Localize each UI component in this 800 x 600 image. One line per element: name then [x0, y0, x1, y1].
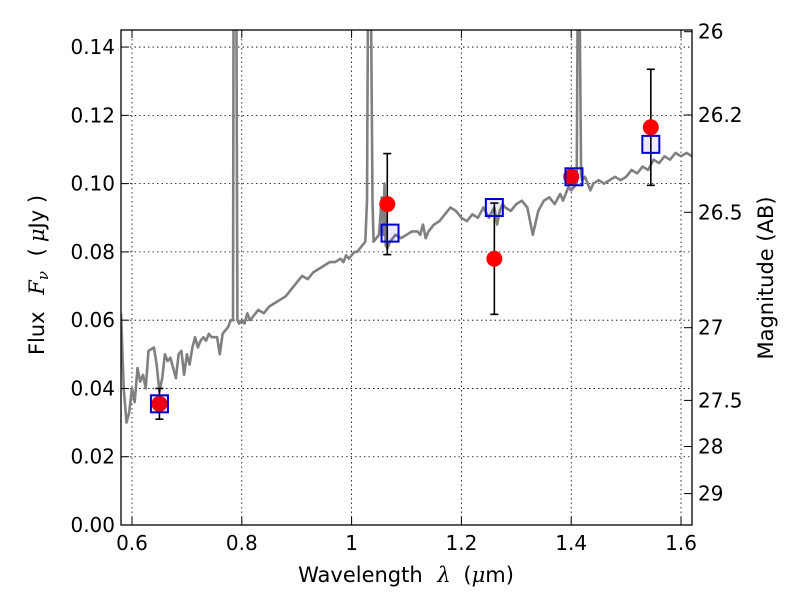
y2-tick-label: 28: [698, 434, 723, 458]
y-axis-label-unit: Jy ): [25, 195, 49, 231]
x-tick-label: 1: [345, 531, 358, 555]
y-axis-label-open: (: [25, 248, 49, 256]
model-point: [564, 167, 584, 187]
y2-tick-label: 29: [698, 482, 723, 506]
observed-point: [486, 250, 503, 267]
plot-series: [121, 30, 692, 424]
y2-tick-label: 26: [698, 20, 723, 44]
observed-point: [563, 168, 580, 185]
x-tick-label: 1.6: [665, 531, 697, 555]
y-tick-label: 0.00: [70, 513, 115, 537]
y2-tick-label: 26.5: [698, 200, 743, 224]
y-tick-label: 0.02: [70, 445, 115, 469]
y-axis-label-prefix: Flux: [25, 311, 49, 355]
spectrum-line: [121, 30, 692, 424]
observed-point: [151, 395, 168, 412]
x-axis-label-unit: m): [485, 563, 514, 587]
x-tick-label: 0.8: [226, 531, 258, 555]
x-axis-label-open: (: [463, 563, 471, 587]
observed-point: [379, 196, 396, 213]
x-tick-label: 0.6: [116, 531, 148, 555]
y-axis-label-sub: ν: [34, 271, 52, 280]
y-tick-label: 0.14: [70, 35, 115, 59]
y-tick-label: 0.04: [70, 376, 115, 400]
y-axis-label-mu: μ: [25, 228, 49, 242]
x-axis-label-symbol: λ: [436, 563, 450, 587]
x-tick-label: 1.4: [555, 531, 587, 555]
y-axis-label-symbol: F: [25, 279, 49, 296]
y2-tick-label: 27: [698, 316, 723, 340]
axis-ticks: 0.6 0.8 1 1.2 1.4 1.6 0.00 0.02 0.04 0.06 0.08 0.10…: [70, 20, 742, 555]
observed-point: [642, 119, 659, 136]
y-tick-label: 0.08: [70, 240, 115, 264]
grid: [121, 30, 692, 525]
model-point: [641, 134, 661, 154]
y-axis-label: Flux Fν ( μJy ): [25, 195, 53, 355]
model-point: [380, 223, 400, 243]
y-tick-label: 0.12: [70, 103, 115, 127]
model-point: [149, 394, 169, 414]
y2-axis-label: Magnitude (AB): [754, 196, 778, 359]
y-tick-label: 0.10: [70, 172, 115, 196]
plot-frame: [120, 29, 693, 526]
x-tick-label: 1.2: [445, 531, 477, 555]
y-tick-label: 0.06: [70, 308, 115, 332]
model-point: [484, 198, 504, 218]
x-axis-label-mu: μ: [472, 563, 486, 587]
x-axis-label: Wavelength λ (μm): [298, 563, 514, 587]
x-axis-label-prefix: Wavelength: [298, 563, 423, 587]
y2-tick-label: 27.5: [698, 388, 743, 412]
y2-tick-label: 26.2: [698, 103, 743, 127]
